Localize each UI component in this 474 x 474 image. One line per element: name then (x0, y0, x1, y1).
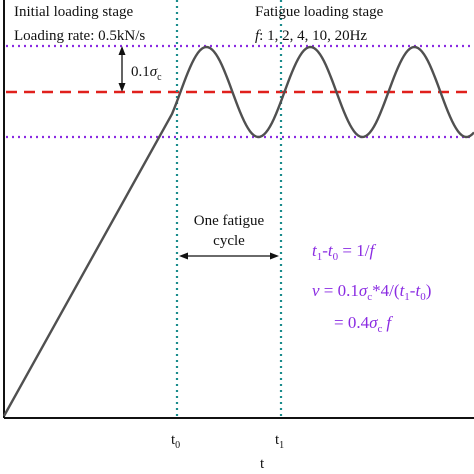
equation-rate-result: = 0.4σc f (334, 313, 393, 335)
amplitude-arrow (118, 46, 126, 92)
t0-label: t0 (171, 432, 180, 451)
loading-curve (2, 45, 474, 417)
t1-label: t1 (275, 432, 284, 451)
cycle-span-arrow (179, 252, 279, 260)
x-axis-label: t (260, 456, 265, 472)
cycle-label-line1: One fatigue (194, 213, 265, 229)
loading-rate-label: Loading rate: 0.5kN/s (14, 28, 145, 44)
initial-stage-label: Initial loading stage (14, 4, 133, 20)
cycle-label-line2: cycle (213, 233, 245, 249)
frequency-label: f: 1, 2, 4, 10, 20Hz (255, 28, 367, 44)
equation-period: t1-t0 = 1/f (312, 241, 376, 263)
fatigue-stage-label: Fatigue loading stage (255, 4, 384, 20)
equation-rate: v = 0.1σc*4/(t1-t0) (312, 281, 431, 303)
amplitude-label: 0.1σc (131, 64, 162, 83)
